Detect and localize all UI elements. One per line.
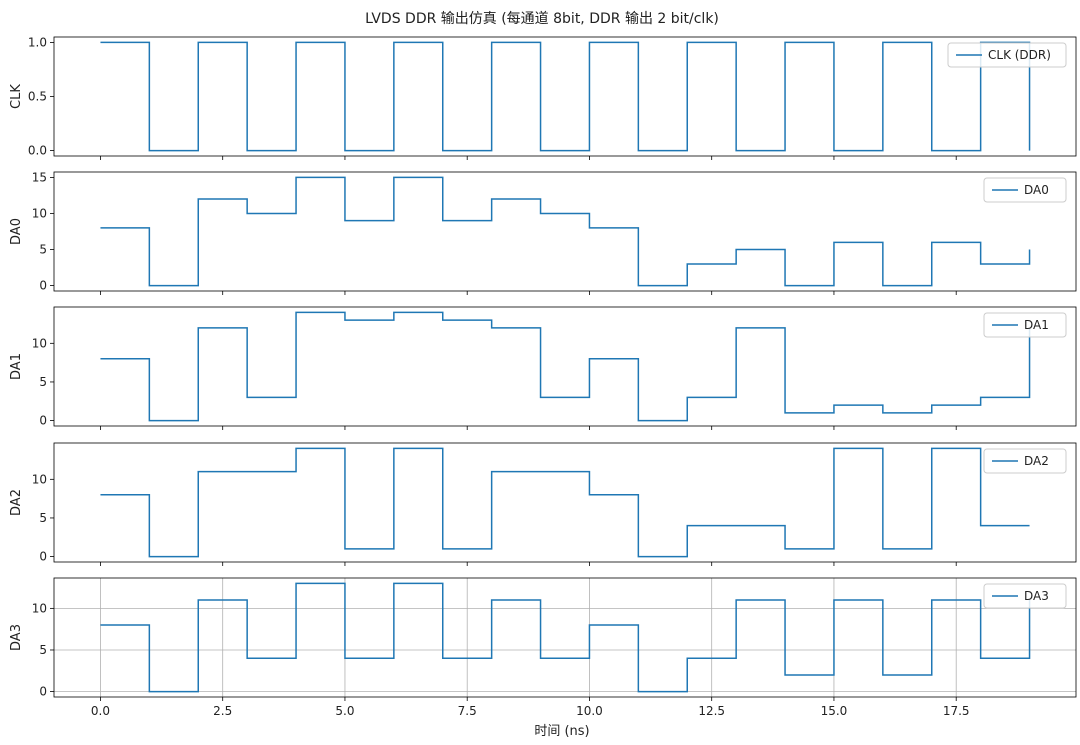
- y-tick-label: 10: [32, 472, 47, 486]
- x-tick-label: 12.5: [698, 704, 725, 718]
- y-axis-label: CLK: [9, 84, 24, 109]
- subplot-clk: 0.0 0.5 1.0 CLK CLK (DDR): [9, 35, 1077, 160]
- axes-frame: [53, 306, 1077, 427]
- y-tick-label: 5: [39, 243, 47, 257]
- x-tick-label: 2.5: [213, 704, 232, 718]
- y-axis-label: DA1: [9, 353, 24, 380]
- subplot-da1: 0 5 10 DA1 DA1: [9, 306, 1077, 430]
- subplot-da2: 0 5 10 DA2 DA2: [9, 442, 1077, 566]
- axes-frame: [53, 36, 1077, 157]
- y-tick-label: 0: [39, 279, 47, 293]
- legend-entry: DA2: [1024, 454, 1049, 468]
- legend: DA2: [983, 448, 1067, 474]
- y-tick-label: 0: [39, 414, 47, 428]
- x-tick-label: 17.5: [943, 704, 970, 718]
- axes-frame: [53, 442, 1077, 563]
- y-tick-label: 0: [39, 685, 47, 699]
- y-tick-label: 10: [32, 206, 47, 220]
- legend: CLK (DDR): [947, 42, 1067, 68]
- subplot-da0: 0 5 10 15 DA0 DA0: [9, 170, 1077, 295]
- x-tick-label: 15.0: [821, 704, 848, 718]
- chart-title: LVDS DDR 输出仿真 (每通道 8bit, DDR 输出 2 bit/cl…: [365, 11, 719, 27]
- axes-frame: [53, 171, 1077, 292]
- x-tick-label: 10.0: [576, 704, 603, 718]
- y-tick-label: 0.5: [28, 90, 47, 104]
- axes-frame: [53, 577, 1077, 698]
- series-line-da2: [100, 447, 1030, 558]
- y-tick-label: 10: [32, 601, 47, 615]
- x-tick-label: 5.0: [335, 704, 354, 718]
- y-axis-label: DA3: [9, 624, 24, 651]
- legend-box: [983, 583, 1067, 609]
- y-axis-label: DA2: [9, 489, 24, 516]
- y-axis-label: DA0: [9, 218, 24, 245]
- legend-box: [983, 177, 1067, 203]
- legend-box: [947, 42, 1067, 68]
- y-tick-label: 0: [39, 550, 47, 564]
- x-axis-label: 时间 (ns): [534, 724, 589, 739]
- legend-box: [983, 312, 1067, 338]
- x-tick-label: 7.5: [458, 704, 477, 718]
- y-tick-label: 5: [39, 643, 47, 657]
- x-tick-label: 0.0: [91, 704, 110, 718]
- subplots: 0.0 0.5 1.0 CLK CLK (DDR) 0 5 10 15 DA0 DA0 0 5 10 DA1…: [9, 35, 1077, 718]
- legend-entry: DA1: [1024, 318, 1049, 332]
- series-line-da3: [100, 582, 1031, 693]
- y-tick-label: 5: [39, 375, 47, 389]
- y-tick-label: 10: [32, 336, 47, 350]
- legend-entry: DA0: [1024, 183, 1049, 197]
- subplot-da3: 0 5 10 0.0 2.5 5.0 7.5 10.0 12.5 15.0 17.5 DA3 DA3: [9, 577, 1077, 718]
- y-tick-label: 0.0: [28, 144, 47, 158]
- series-line-clk: [100, 41, 1031, 152]
- series-line-da1: [100, 311, 1031, 422]
- y-tick-label: 15: [32, 170, 47, 184]
- legend-box: [983, 448, 1067, 474]
- y-tick-label: 1.0: [28, 35, 47, 49]
- legend: DA0: [983, 177, 1067, 203]
- legend: DA3: [983, 583, 1067, 609]
- y-tick-label: 5: [39, 511, 47, 525]
- legend-entry: DA3: [1024, 589, 1049, 603]
- series-line-da0: [100, 176, 1031, 287]
- legend-entry: CLK (DDR): [988, 48, 1051, 62]
- legend: DA1: [983, 312, 1067, 338]
